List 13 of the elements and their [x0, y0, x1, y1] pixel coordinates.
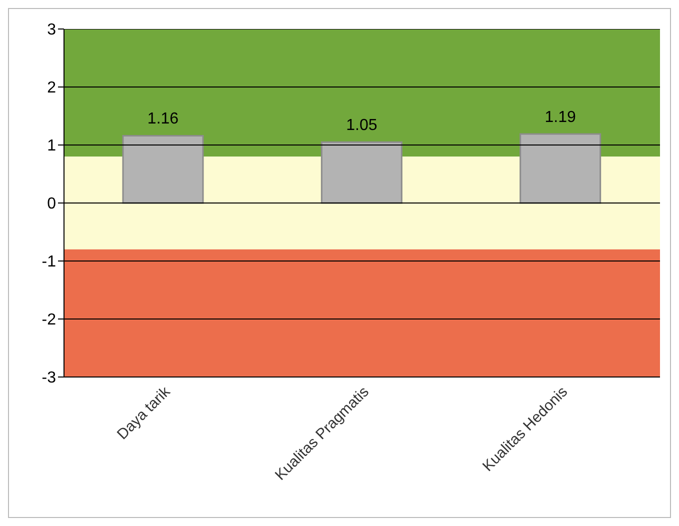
y-tick-label: -2 — [42, 312, 56, 329]
data-label: 1.16 — [147, 110, 179, 128]
y-tick-label: 2 — [47, 80, 56, 97]
data-label: 1.05 — [346, 117, 378, 134]
y-tick-label: 1 — [47, 138, 56, 155]
data-label: 1.19 — [544, 108, 576, 126]
y-tick-label: -1 — [42, 254, 56, 271]
y-tick-label: 3 — [47, 22, 56, 39]
bar — [122, 134, 204, 204]
bar — [320, 141, 402, 204]
y-tick-label: -3 — [42, 370, 56, 387]
y-tick-label: 0 — [47, 196, 56, 213]
bar — [520, 133, 602, 204]
